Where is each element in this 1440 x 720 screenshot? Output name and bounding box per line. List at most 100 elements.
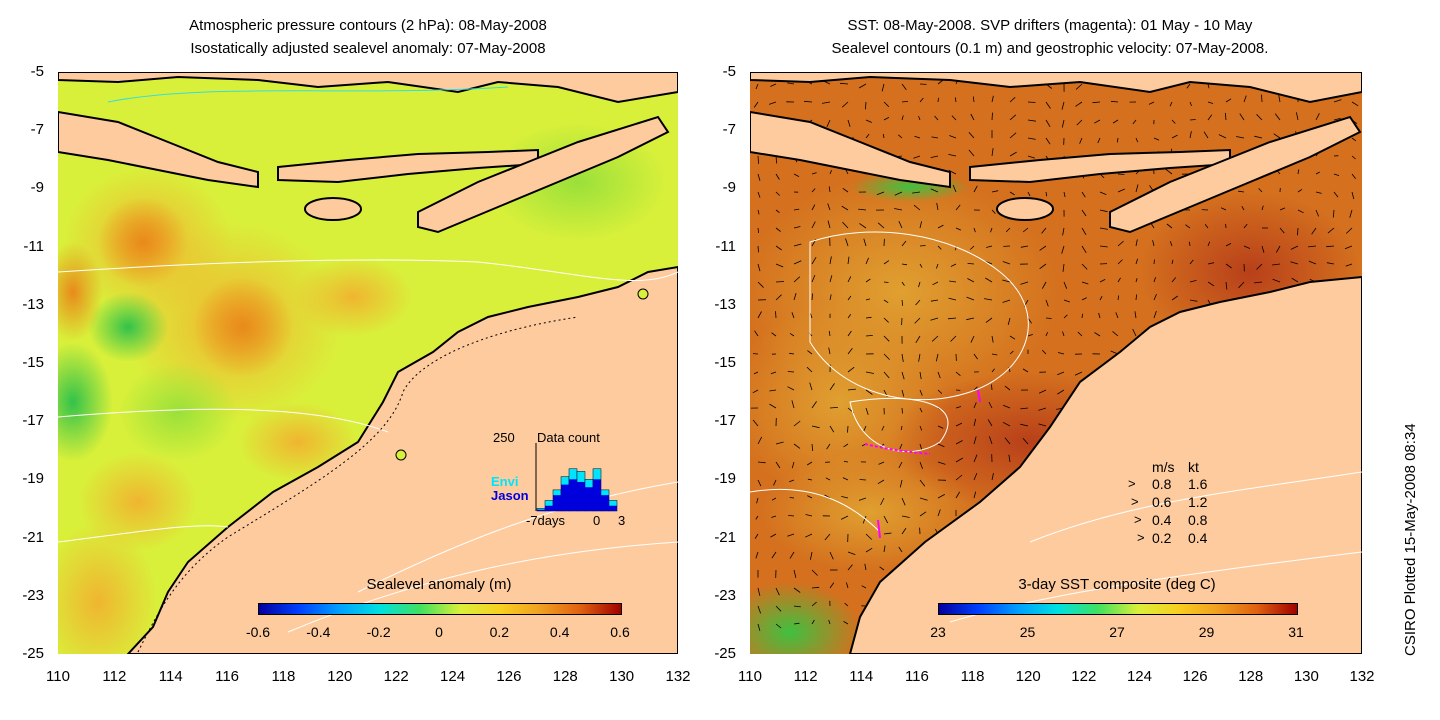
timor-island — [1109, 115, 1362, 234]
histogram-bar-jason — [585, 487, 593, 511]
velocity-legend-arrow: > — [1137, 530, 1145, 545]
x-tick-label: 116 — [904, 668, 929, 685]
inset-envi-label: Envi — [491, 474, 519, 489]
colorbar-tick-label: 29 — [1198, 624, 1215, 640]
northern-coast — [750, 72, 1362, 104]
x-tick-label: 110 — [738, 668, 762, 685]
x-tick-label: 114 — [849, 668, 874, 685]
x-tick-label: 132 — [665, 668, 691, 685]
y-tick-label: -13 — [714, 295, 736, 313]
colorbar-tick-label: -0.6 — [245, 624, 271, 640]
left-title-line2: Isostatically adjusted sealevel anomaly:… — [190, 40, 546, 57]
y-tick-label: -25 — [22, 645, 44, 662]
sst-colorbar-title: 3-day SST composite (deg C) — [1018, 576, 1216, 593]
inset-x-right: 3 — [618, 513, 626, 528]
y-tick-label: -23 — [22, 586, 44, 604]
velocity-legend-arrow: > — [1134, 512, 1142, 527]
histogram-bar-jason — [593, 479, 601, 511]
y-tick-label: -17 — [714, 412, 736, 430]
x-tick-label: 118 — [271, 668, 296, 685]
histogram-bar-jason — [537, 509, 545, 511]
y-tick-label: -15 — [714, 354, 736, 371]
y-tick-label: -13 — [22, 295, 44, 313]
histogram-bar-jason — [577, 481, 585, 511]
histogram-bar-jason — [561, 484, 569, 511]
colorbar-tick-label: 25 — [1019, 624, 1036, 640]
colorbar-tick-label: 23 — [930, 624, 946, 640]
colorbar-tick-label: 0 — [435, 624, 443, 640]
y-tick-label: -9 — [30, 179, 44, 197]
velocity-legend-ms: 0.2 — [1152, 530, 1172, 546]
y-tick-label: -23 — [714, 586, 736, 604]
station-marker — [637, 288, 649, 300]
velocity-legend-kt: 0.8 — [1188, 512, 1208, 528]
sst-map — [750, 72, 1362, 654]
velocity-legend-kt: 1.6 — [1188, 476, 1208, 492]
x-tick-label: 122 — [1071, 668, 1097, 685]
y-tick-label: -11 — [23, 237, 44, 255]
right-title-line1: SST: 08-May-2008. SVP drifters (magenta)… — [847, 17, 1253, 34]
y-tick-label: -17 — [22, 412, 44, 430]
sumba-island — [304, 197, 362, 221]
colorbar-tick-label: 31 — [1288, 624, 1304, 640]
x-tick-label: 118 — [960, 668, 985, 685]
histogram-bar-jason — [609, 505, 617, 511]
inset-jason-label: Jason — [491, 488, 529, 503]
x-tick-label: 112 — [102, 668, 127, 685]
sumba-island — [996, 197, 1054, 221]
y-tick-label: -11 — [715, 237, 736, 255]
x-tick-label: 110 — [46, 668, 70, 685]
station-marker — [395, 449, 407, 461]
y-tick-label: -21 — [714, 528, 736, 546]
histogram-bar-jason — [545, 505, 553, 511]
sla-colorbar-title: Sealevel anomaly (m) — [366, 576, 512, 593]
velocity-legend-kt: 0.4 — [1188, 530, 1208, 546]
velocity-legend-arrow: > — [1128, 476, 1136, 491]
drifter-track — [877, 519, 881, 539]
histogram-bar-jason — [569, 479, 577, 511]
colorbar-tick-label: 0.2 — [489, 624, 510, 640]
sealevel-anomaly-map — [58, 72, 678, 654]
y-tick-label: -9 — [722, 179, 736, 197]
timor-island — [417, 115, 670, 234]
sst-colorbar — [938, 603, 1298, 615]
y-tick-label: -19 — [714, 470, 736, 488]
java-island — [750, 110, 951, 189]
velocity-legend-header-ms: m/s — [1152, 459, 1175, 475]
x-tick-label: 120 — [1015, 668, 1041, 685]
java-island — [58, 110, 259, 189]
left-title-line1: Atmospheric pressure contours (2 hPa): 0… — [189, 17, 547, 34]
x-tick-label: 128 — [1238, 668, 1264, 685]
drifter-track — [977, 389, 981, 403]
x-tick-label: 124 — [440, 668, 466, 685]
australia-landmass — [126, 265, 678, 654]
x-tick-label: 112 — [793, 668, 818, 685]
inset-max-label: 250 — [493, 430, 515, 445]
y-tick-label: -5 — [722, 63, 736, 80]
x-tick-label: 114 — [158, 668, 183, 685]
velocity-legend-arrow: > — [1131, 494, 1139, 509]
histogram-bar-jason — [553, 495, 561, 511]
histogram-bar-jason — [601, 495, 609, 511]
x-tick-label: 128 — [552, 668, 578, 685]
x-tick-label: 126 — [1182, 668, 1208, 685]
drifter-track — [864, 443, 931, 455]
y-tick-label: -7 — [722, 121, 736, 139]
northern-coast — [58, 72, 678, 104]
right-title-line2: Sealevel contours (0.1 m) and geostrophi… — [831, 40, 1269, 57]
inset-x-mid: 0 — [593, 513, 601, 528]
colorbar-tick-label: 0.6 — [610, 624, 630, 640]
x-tick-label: 130 — [1293, 668, 1319, 685]
x-tick-label: 122 — [383, 668, 409, 685]
sla-colorbar — [258, 603, 622, 615]
data-count-histogram — [535, 443, 618, 512]
velocity-legend-kt: 1.2 — [1188, 494, 1208, 510]
y-tick-label: -15 — [22, 354, 44, 371]
inset-title: Data count — [537, 430, 600, 445]
plot-credit: CSIRO Plotted 15-May-2008 08:34 — [1402, 423, 1419, 656]
y-tick-label: -25 — [714, 645, 736, 662]
y-tick-label: -7 — [30, 121, 44, 139]
velocity-legend-ms: 0.6 — [1152, 494, 1172, 510]
colorbar-tick-label: 0.4 — [549, 624, 570, 640]
colorbar-tick-label: -0.4 — [306, 624, 331, 640]
